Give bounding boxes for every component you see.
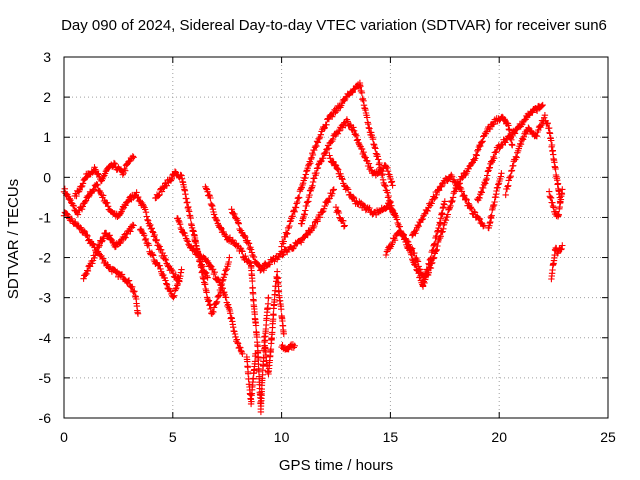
y-tick-label: 3 <box>43 49 51 65</box>
series-track-18 <box>332 204 348 230</box>
y-tick-label: -2 <box>39 250 52 266</box>
series-track-3 <box>71 153 137 200</box>
y-tick-label: -3 <box>39 290 52 306</box>
point-markers <box>261 268 287 378</box>
point-markers <box>332 204 348 230</box>
series-track-12 <box>243 350 259 408</box>
x-tick-label: 15 <box>383 429 399 445</box>
point-markers <box>71 153 137 200</box>
point-markers <box>80 221 137 282</box>
y-tick-label: -6 <box>39 410 52 426</box>
series-track-11 <box>247 263 272 416</box>
series-track-9 <box>191 236 233 317</box>
point-markers <box>474 101 546 204</box>
point-markers <box>191 236 233 317</box>
series-track-22 <box>419 113 516 290</box>
y-tick-label: -4 <box>39 330 52 346</box>
point-markers <box>298 116 396 227</box>
series-track-2 <box>60 209 142 317</box>
point-markers <box>174 215 246 357</box>
y-tick-label: -5 <box>39 370 52 386</box>
series-track-7 <box>174 215 246 357</box>
x-tick-label: 5 <box>169 429 177 445</box>
point-markers <box>278 81 364 250</box>
point-markers <box>356 79 427 289</box>
point-markers <box>60 209 142 317</box>
chart-title: Day 090 of 2024, Sidereal Day-to-day VTE… <box>61 17 607 34</box>
data-points <box>60 79 566 416</box>
point-markers <box>548 242 566 283</box>
x-tick-label: 10 <box>274 429 290 445</box>
x-tick-label: 20 <box>491 429 507 445</box>
x-tick-label: 25 <box>600 429 616 445</box>
x-tick-label: 0 <box>60 429 68 445</box>
series-track-8 <box>202 183 255 269</box>
series-track-20 <box>356 79 427 289</box>
point-markers <box>502 112 564 205</box>
y-tick-label: 1 <box>43 129 51 145</box>
point-markers <box>261 186 337 269</box>
point-markers <box>247 263 272 416</box>
series-track-16 <box>278 341 298 353</box>
series-track-1 <box>60 181 183 285</box>
series-track-14 <box>261 186 337 269</box>
series-track-28 <box>548 242 566 283</box>
point-markers <box>137 226 185 301</box>
series-track-23 <box>409 171 488 239</box>
series-track-24 <box>474 101 546 204</box>
y-tick-label: 0 <box>43 169 51 185</box>
plot-frame <box>63 56 609 419</box>
y-tick-label: -1 <box>39 209 52 225</box>
series-track-5 <box>137 226 185 301</box>
point-markers <box>60 181 183 285</box>
point-markers <box>485 170 505 232</box>
axis-ticks <box>63 56 609 419</box>
point-markers <box>202 183 255 269</box>
point-markers <box>546 186 566 220</box>
point-markers <box>278 341 298 353</box>
x-tick-labels: 0 5 10 15 20 25 <box>60 429 616 445</box>
point-markers <box>243 350 259 408</box>
series-track-26 <box>485 170 505 232</box>
y-tick-labels: -6 -5 -4 -3 -2 -1 0 1 2 3 <box>39 49 52 426</box>
x-axis-label: GPS time / hours <box>279 457 393 474</box>
series-track-10 <box>228 206 270 274</box>
series-track-4 <box>80 221 137 282</box>
point-markers <box>409 171 488 239</box>
series-track-17 <box>298 116 396 227</box>
point-markers <box>228 206 270 274</box>
y-axis-label: SDTVAR / TECUs <box>5 179 22 299</box>
point-markers <box>419 113 516 290</box>
series-track-15 <box>278 81 364 250</box>
y-tick-label: 2 <box>43 89 51 105</box>
series-track-27 <box>546 186 566 220</box>
series-track-25 <box>502 112 564 205</box>
series-track-13 <box>261 268 287 378</box>
